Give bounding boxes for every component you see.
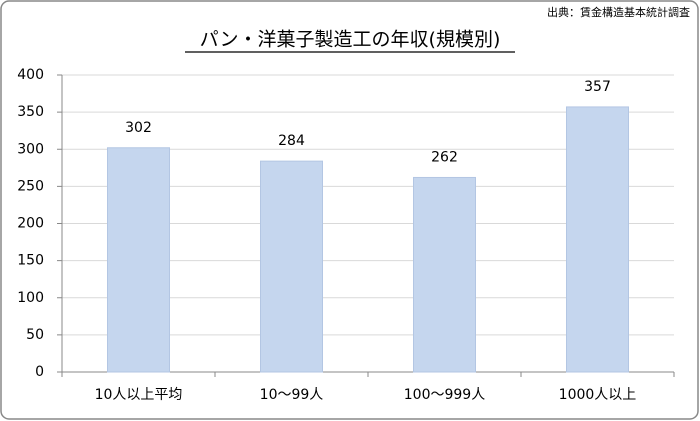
y-tick-label: 0 bbox=[35, 364, 44, 380]
y-tick-label: 100 bbox=[17, 290, 44, 306]
x-tick-label: 10人以上平均 bbox=[95, 387, 183, 403]
y-tick-label: 200 bbox=[17, 216, 44, 232]
bar bbox=[107, 147, 170, 373]
y-tick-label: 50 bbox=[26, 327, 44, 343]
bar bbox=[260, 160, 323, 373]
bar bbox=[566, 106, 629, 373]
data-label: 262 bbox=[431, 149, 458, 165]
chart-title: パン・洋菓子製造工の年収(規模別) bbox=[200, 29, 501, 51]
y-tick-label: 300 bbox=[17, 141, 44, 157]
y-tick-label: 250 bbox=[17, 178, 44, 194]
bar bbox=[413, 176, 476, 373]
x-tick-label: 100〜999人 bbox=[404, 387, 485, 403]
x-tick-label: 1000人以上 bbox=[559, 387, 637, 403]
y-tick-label: 400 bbox=[17, 67, 44, 83]
y-tick-label: 350 bbox=[17, 104, 44, 120]
x-tick-label: 10〜99人 bbox=[260, 387, 324, 403]
data-label: 302 bbox=[125, 120, 152, 136]
data-label: 357 bbox=[584, 79, 611, 95]
source: 出典：賃金構造基本統計調査 bbox=[547, 5, 690, 19]
y-tick-label: 150 bbox=[17, 253, 44, 269]
data-label: 284 bbox=[278, 133, 305, 149]
